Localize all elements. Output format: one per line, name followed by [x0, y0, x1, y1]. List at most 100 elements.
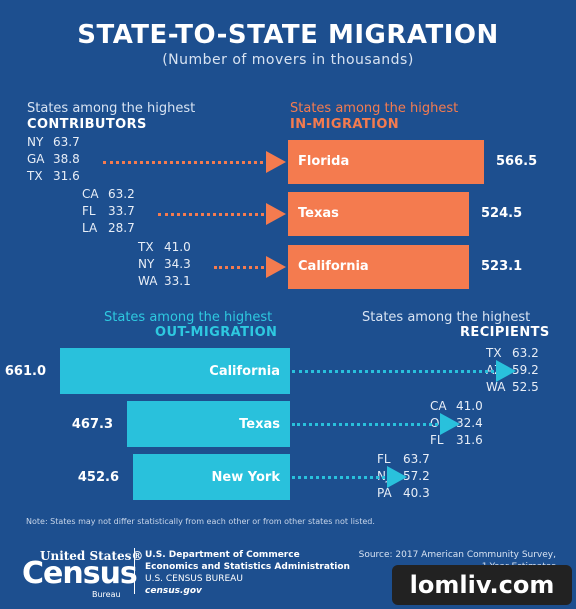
recipient-value: 57.2 — [403, 469, 430, 483]
recipient-state: TX — [486, 346, 502, 360]
in-bar-label-california: California — [298, 259, 369, 274]
dept-line-3: U.S. CENSUS BUREAU — [145, 574, 243, 584]
contributor-state: TX — [27, 169, 43, 183]
recipients-heading: RECIPIENTS — [460, 325, 550, 340]
contributor-wa-to-california: WA 33.1 — [138, 274, 191, 288]
out-bar-new-york — [133, 454, 290, 500]
in-bar-label-texas: Texas — [298, 206, 339, 221]
contributor-value: 31.6 — [53, 169, 80, 183]
in-arrow-california-head — [266, 256, 286, 278]
in-arrow-texas-line — [158, 213, 270, 216]
contributors-heading: CONTRIBUTORS — [27, 117, 147, 132]
out-bar-texas — [127, 401, 290, 447]
contributor-ny-to-florida: NY 63.7 — [27, 135, 80, 149]
footnote: Note: States may not differ statisticall… — [26, 517, 375, 526]
recipient-value: 52.5 — [512, 380, 539, 394]
census-logo: Census — [22, 556, 138, 591]
recipient-value: 59.2 — [512, 363, 539, 377]
out-arrow-texas-line — [292, 423, 444, 426]
in-bar-california — [288, 245, 469, 289]
contributor-ga-to-florida: GA 38.8 — [27, 152, 80, 166]
out-arrow-texas-head — [440, 413, 460, 435]
recipient-fl-from-texas: FL 31.6 — [430, 433, 483, 447]
recipient-state: WA — [486, 380, 506, 394]
contributor-state: FL — [82, 204, 96, 218]
in-arrow-california-line — [214, 266, 270, 269]
out-bar-label-california: California — [209, 364, 280, 379]
in-bar-florida — [288, 140, 484, 184]
contributor-state: GA — [27, 152, 45, 166]
contributor-tx-to-california: TX 41.0 — [138, 240, 191, 254]
recipient-state: PA — [377, 486, 392, 500]
contributor-state: WA — [138, 274, 158, 288]
recipient-state: FL — [377, 452, 391, 466]
contributor-ny-to-california: NY 34.3 — [138, 257, 191, 271]
out-arrow-california-head — [496, 360, 516, 382]
out-value-texas: 467.3 — [71, 417, 113, 432]
chart-subtitle: (Number of movers in thousands) — [162, 52, 414, 68]
contributor-state: LA — [82, 221, 98, 235]
recipients-heading-light: States among the highest — [362, 310, 531, 325]
in-value-florida: 566.5 — [496, 154, 538, 169]
recipient-tx-from-california: TX 63.2 — [486, 346, 539, 360]
department-block: U.S. Department of Commerce Economics an… — [145, 549, 350, 597]
recipient-pa-from-new-york: PA 40.3 — [377, 486, 430, 500]
contributor-value: 33.7 — [108, 204, 135, 218]
contributor-tx-to-florida: TX 31.6 — [27, 169, 80, 183]
contributor-ca-to-texas: CA 63.2 — [82, 187, 135, 201]
recipient-value: 41.0 — [456, 399, 483, 413]
recipient-value: 63.2 — [512, 346, 539, 360]
recipient-value: 40.3 — [403, 486, 430, 500]
in-arrow-texas-head — [266, 203, 286, 225]
dept-line-2: Economics and Statistics Administration — [145, 562, 350, 572]
out-arrow-new-york-head — [387, 466, 407, 488]
contributor-value: 34.3 — [164, 257, 191, 271]
census-logo-sub: Bureau — [92, 590, 121, 599]
contributor-state: TX — [138, 240, 154, 254]
contributor-value: 38.8 — [53, 152, 80, 166]
in-value-california: 523.1 — [481, 259, 523, 274]
in-migration-heading: IN-MIGRATION — [290, 117, 400, 132]
out-bar-label-texas: Texas — [239, 417, 280, 432]
recipient-ca-from-texas: CA 41.0 — [430, 399, 483, 413]
contributor-fl-to-texas: FL 33.7 — [82, 204, 135, 218]
recipient-value: 32.4 — [456, 416, 483, 430]
contributor-value: 33.1 — [164, 274, 191, 288]
contributor-state: NY — [27, 135, 44, 149]
source-line-1: Source: 2017 American Community Survey, — [358, 550, 556, 560]
footer-divider — [134, 548, 135, 594]
recipient-state: FL — [430, 433, 444, 447]
contributor-la-to-texas: LA 28.7 — [82, 221, 135, 235]
in-arrow-florida-head — [266, 151, 286, 173]
in-arrow-florida-line — [103, 161, 270, 164]
in-bar-label-florida: Florida — [298, 154, 350, 169]
out-arrow-california-line — [292, 370, 500, 373]
contributor-state: CA — [82, 187, 99, 201]
dept-line-1: U.S. Department of Commerce — [145, 550, 300, 560]
out-arrow-new-york-line — [292, 476, 391, 479]
recipient-fl-from-new-york: FL 63.7 — [377, 452, 430, 466]
out-bar-california — [60, 348, 290, 394]
dept-line-4: census.gov — [145, 586, 202, 596]
contributor-value: 63.7 — [53, 135, 80, 149]
watermark: lomliv.com — [392, 565, 572, 605]
contributor-value: 41.0 — [164, 240, 191, 254]
contributor-value: 28.7 — [108, 221, 135, 235]
out-bar-label-new-york: New York — [211, 470, 280, 485]
out-migration-heading-light: States among the highest — [104, 310, 273, 325]
out-value-california: 661.0 — [4, 364, 46, 379]
out-migration-heading: OUT-MIGRATION — [155, 325, 278, 340]
census-logo-top: United States® — [40, 549, 144, 563]
in-value-texas: 524.5 — [481, 206, 523, 221]
contributors-heading-light: States among the highest — [27, 101, 196, 116]
in-bar-texas — [288, 192, 469, 236]
recipient-value: 63.7 — [403, 452, 430, 466]
out-value-new-york: 452.6 — [77, 470, 119, 485]
contributor-state: NY — [138, 257, 155, 271]
chart-title: STATE-TO-STATE MIGRATION — [77, 20, 499, 50]
contributor-value: 63.2 — [108, 187, 135, 201]
in-migration-heading-light: States among the highest — [290, 101, 459, 116]
recipient-value: 31.6 — [456, 433, 483, 447]
recipient-state: CA — [430, 399, 447, 413]
recipient-wa-from-california: WA 52.5 — [486, 380, 539, 394]
